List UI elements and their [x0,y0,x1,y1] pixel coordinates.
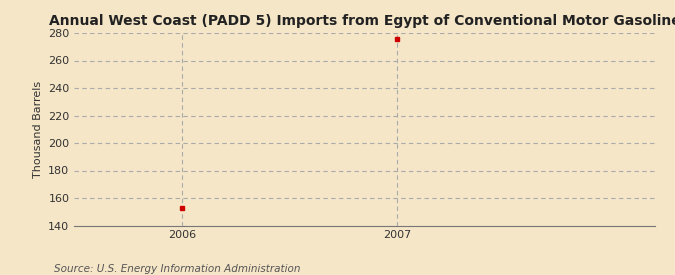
Title: Annual West Coast (PADD 5) Imports from Egypt of Conventional Motor Gasoline: Annual West Coast (PADD 5) Imports from … [49,14,675,28]
Y-axis label: Thousand Barrels: Thousand Barrels [32,81,43,178]
Text: Source: U.S. Energy Information Administration: Source: U.S. Energy Information Administ… [54,264,300,274]
